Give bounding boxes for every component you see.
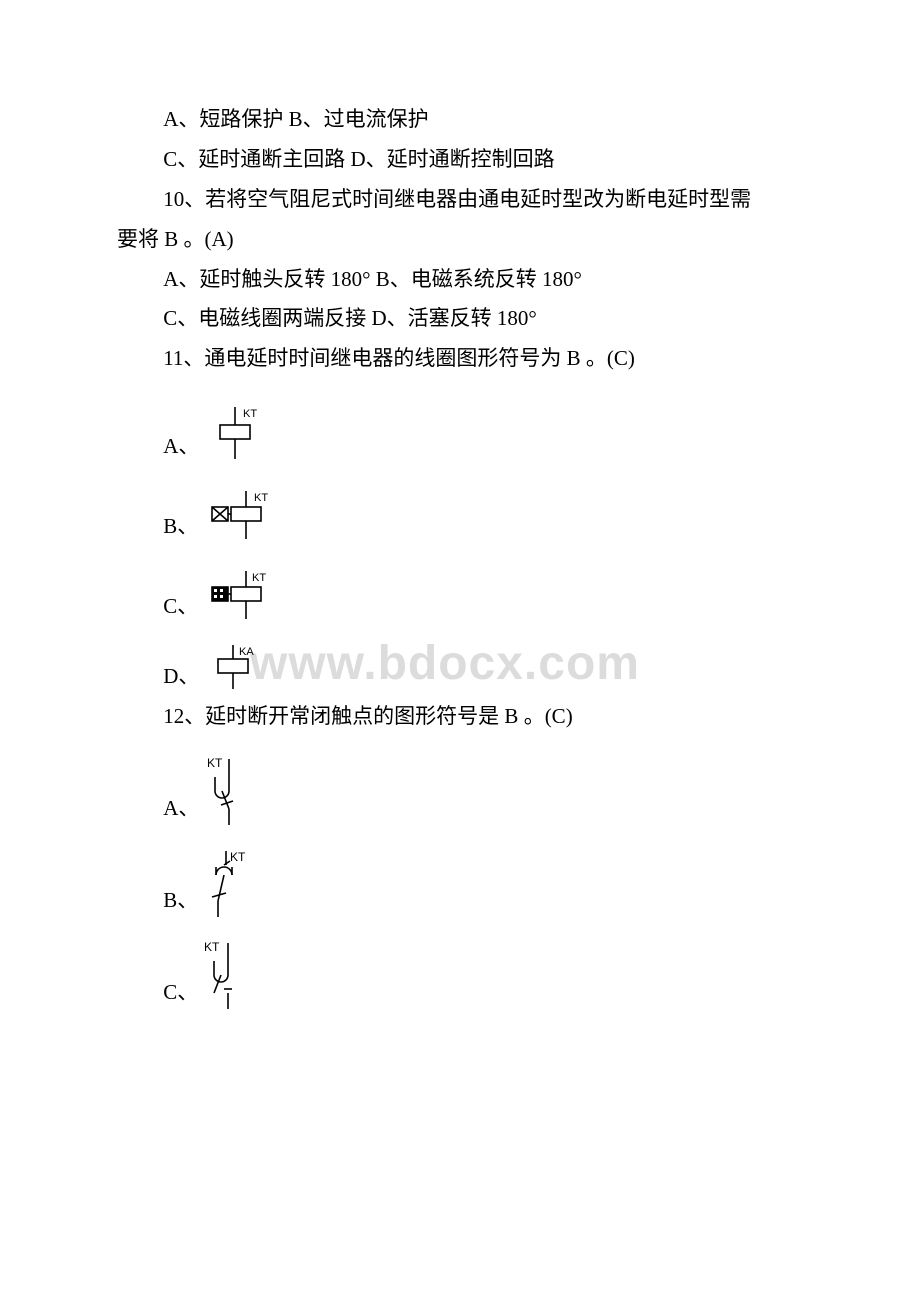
q9-options-ab: A、短路保护 B、过电流保护 [117, 100, 803, 140]
coil-label: KT [252, 572, 266, 584]
q11-stem: 11、通电延时时间继电器的线圈图形符号为 B 。(C) [117, 339, 803, 379]
option-label-b: B、 [163, 507, 198, 547]
document-body: A、短路保护 B、过电流保护 C、延时通断主回路 D、延时通断控制回路 10、若… [117, 100, 803, 1013]
option-label-a: A、 [163, 427, 199, 467]
q11-option-d: D、 KA [117, 627, 803, 697]
option-label-c: C、 [163, 587, 198, 627]
contact-no-delay-c-icon: KT [198, 939, 248, 1013]
option-label-a: A、 [163, 789, 199, 829]
option-label-c: C、 [163, 973, 198, 1013]
coil-label: KA [239, 646, 254, 658]
coil-filledbox-kt-icon: KT [202, 569, 274, 627]
coil-label: KT [243, 408, 257, 420]
q12-stem: 12、延时断开常闭触点的图形符号是 B 。(C) [117, 697, 803, 737]
contact-label: KT [207, 756, 223, 770]
q10-options-ab: A、延时触头反转 180° B、电磁系统反转 180° [117, 260, 803, 300]
q11-option-c: C、 KT [117, 547, 803, 627]
option-label-b: B、 [163, 881, 198, 921]
q11-option-b: B、 KT [117, 467, 803, 547]
contact-label: KT [230, 850, 246, 864]
q11-option-a: A、 KT [117, 379, 803, 467]
contact-label: KT [204, 940, 220, 954]
coil-label: KT [254, 492, 268, 504]
option-label-d: D、 [163, 657, 199, 697]
contact-nc-delay-b-icon: KT [198, 847, 248, 921]
coil-plain-ka-icon: KA [203, 643, 265, 697]
contact-nc-delay-a-icon: KT [199, 755, 249, 829]
coil-xbox-kt-icon: KT [202, 489, 274, 547]
coil-plain-kt-icon: KT [203, 405, 267, 467]
q9-options-cd: C、延时通断主回路 D、延时通断控制回路 [117, 140, 803, 180]
q10-options-cd: C、电磁线圈两端反接 D、活塞反转 180° [117, 299, 803, 339]
q10-stem-line1: 10、若将空气阻尼式时间继电器由通电延时型改为断电延时型需 [117, 180, 803, 220]
q12-option-a: A、 KT [117, 737, 803, 829]
q12-option-c: C、 KT [117, 921, 803, 1013]
q10-stem-line2: 要将 B 。(A) [117, 220, 803, 260]
q12-option-b: B、 [117, 829, 803, 921]
